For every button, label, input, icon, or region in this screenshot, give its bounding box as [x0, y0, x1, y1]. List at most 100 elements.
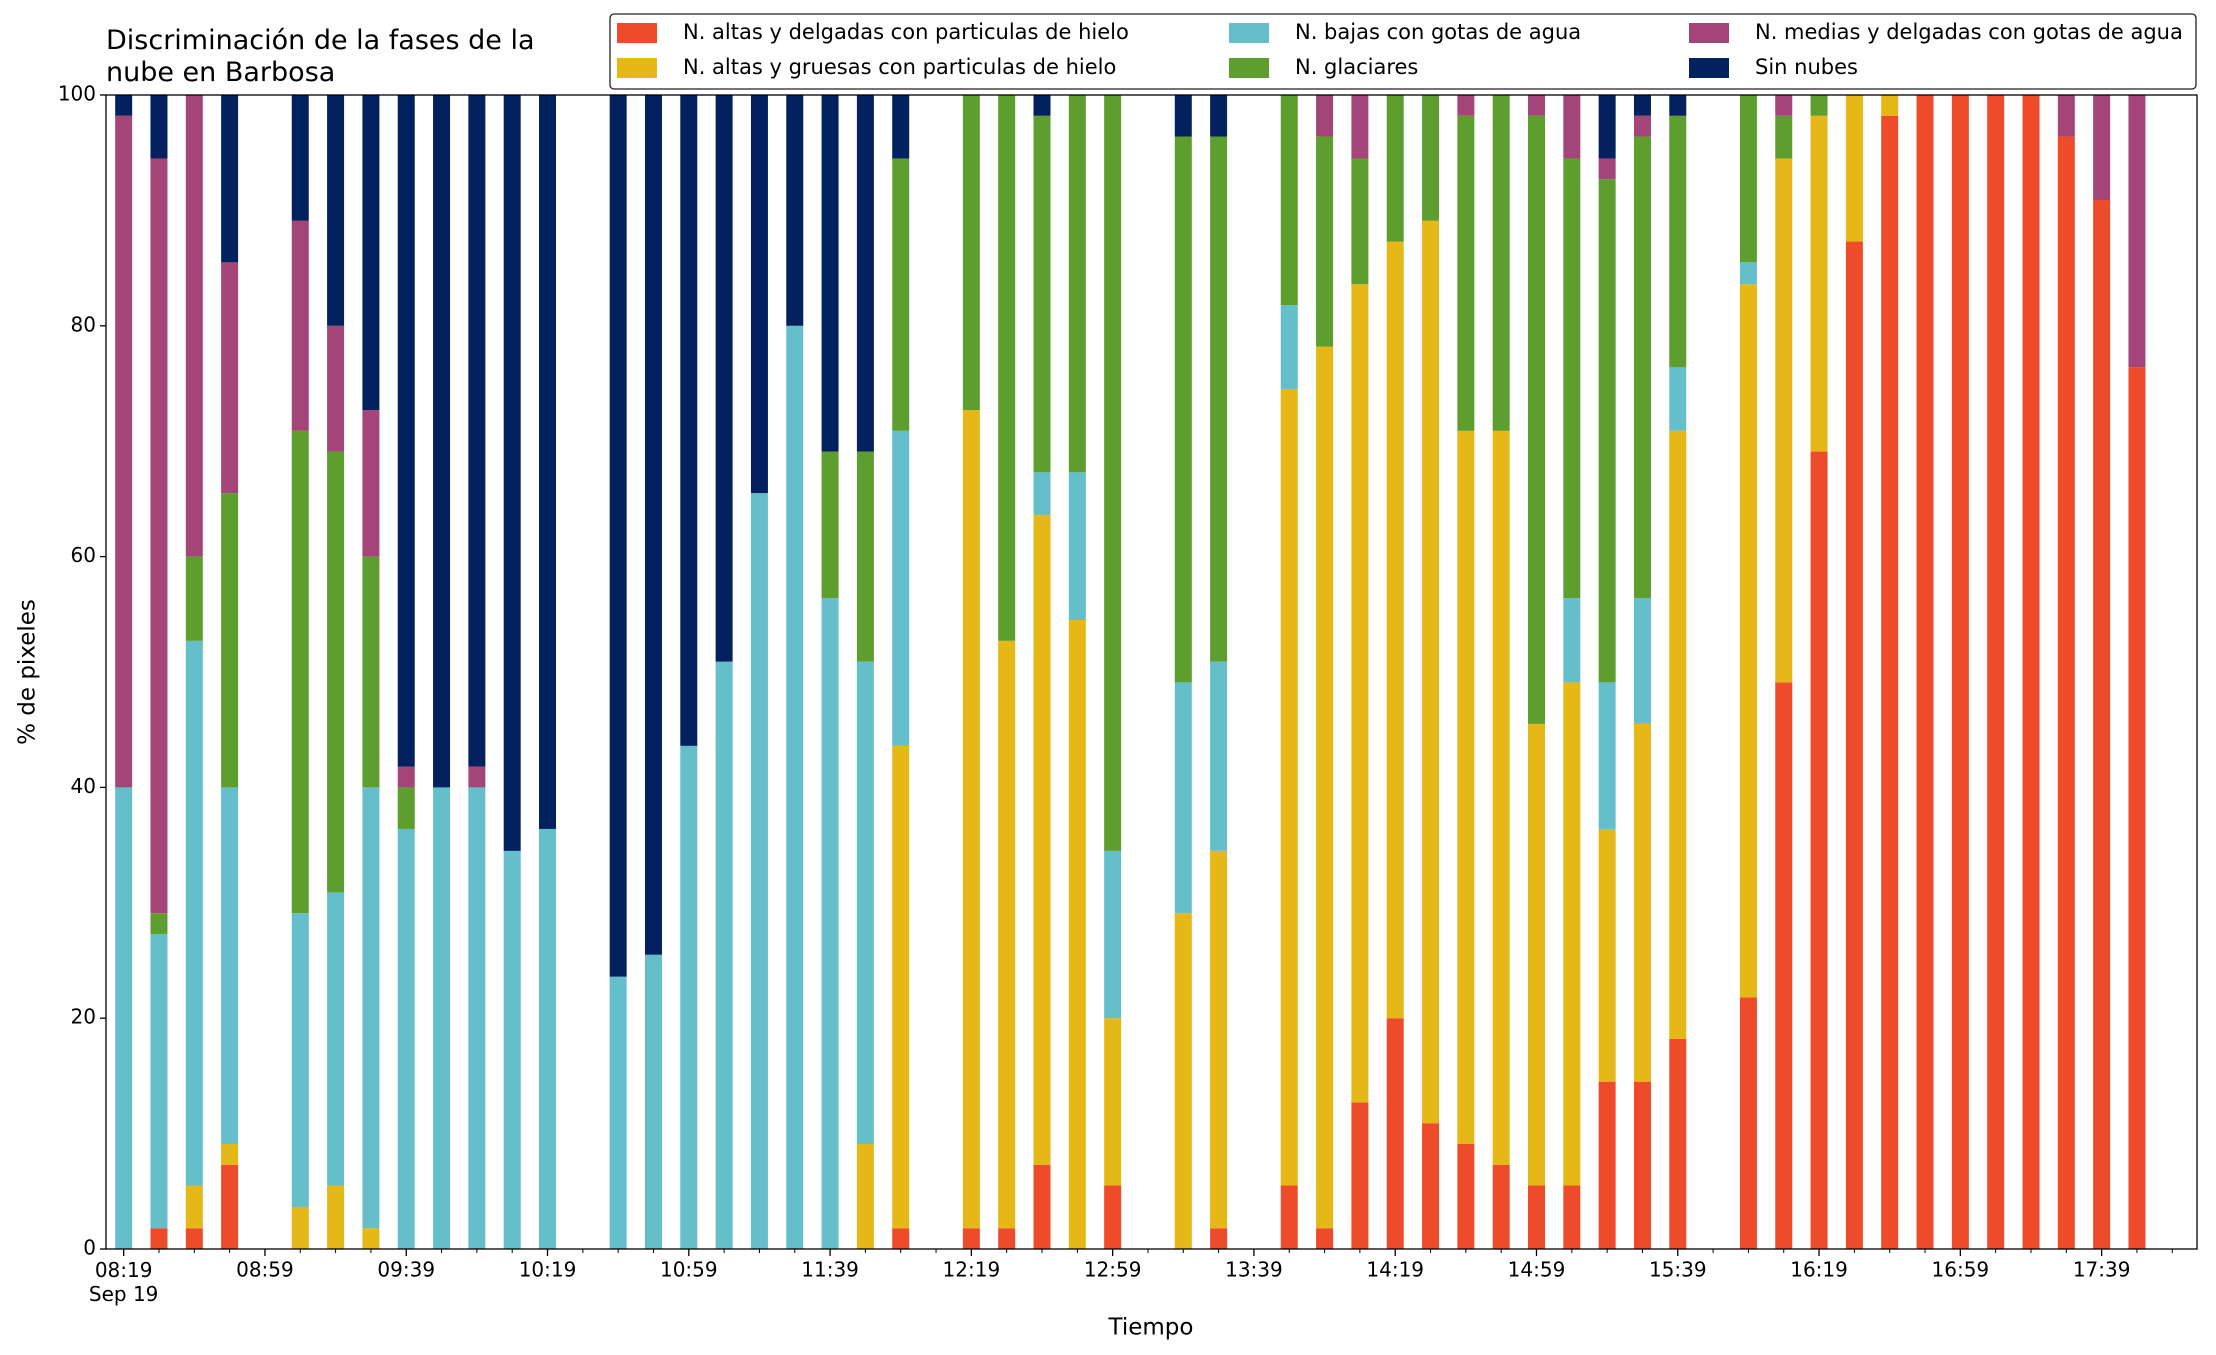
bar-segment: [786, 95, 804, 326]
x-tick-label: 16:59: [1932, 1258, 1990, 1282]
y-tick-label: 100: [58, 82, 96, 106]
bar-segment: [221, 787, 239, 1144]
bar-segment: [1351, 95, 1369, 159]
bar-segment: [1068, 472, 1086, 621]
bar-segment: [1598, 1081, 1616, 1249]
bar-segment: [1987, 95, 2005, 1249]
bar-segment: [1775, 158, 1793, 683]
bar-segment: [115, 115, 133, 788]
bar-segment: [1775, 682, 1793, 1249]
bar-segment: [221, 493, 239, 788]
bar-segment: [1316, 1228, 1334, 1249]
bar-segment: [291, 220, 309, 431]
bar-segment: [856, 1143, 874, 1249]
bar-segment: [150, 95, 168, 159]
bar-segment: [362, 787, 380, 1229]
bar-segment: [185, 1228, 203, 1249]
bar-segment: [1881, 95, 1899, 116]
plot-frame: [105, 94, 2198, 1250]
bar-segment: [1174, 682, 1192, 914]
bar-segment: [185, 640, 203, 1186]
x-tick-label: 08:19 Sep 19: [89, 1258, 159, 1306]
bar-segment: [1280, 305, 1298, 390]
bar-segment: [856, 661, 874, 1144]
bar-segment: [1563, 95, 1581, 159]
bar-segment: [1104, 95, 1122, 851]
bar-segment: [1916, 95, 1934, 1249]
x-tick-label: 17:39: [2073, 1258, 2131, 1282]
chart-title: Discriminación de la fases de la nube en …: [106, 25, 535, 88]
bar-segment: [1210, 136, 1228, 662]
bar-segment: [1633, 723, 1651, 1082]
bar-segment: [715, 661, 733, 1249]
y-axis-label: % de pixeles: [15, 599, 41, 745]
bar-segment: [397, 95, 415, 767]
bar-segment: [1422, 220, 1440, 1124]
bar-segment: [1104, 1018, 1122, 1186]
x-tick-label: 14:59: [1508, 1258, 1566, 1282]
bar-segment: [1739, 95, 1757, 263]
bar-segment: [1633, 115, 1651, 137]
bar-segment: [962, 410, 980, 1229]
bar-segment: [644, 954, 662, 1249]
bar-segment: [1457, 95, 1475, 116]
bar-segment: [2128, 95, 2146, 368]
bar-segment: [680, 745, 698, 1249]
x-tick-label: 12:19: [943, 1258, 1001, 1282]
bar-segment: [609, 95, 627, 977]
bar-segment: [150, 913, 168, 934]
bar-segment: [1669, 95, 1687, 116]
y-tick-label: 80: [71, 312, 96, 336]
bar-segment: [1316, 95, 1334, 137]
bar-segment: [327, 325, 345, 452]
bar-segment: [609, 976, 627, 1249]
bar-segment: [115, 787, 133, 1249]
bar-segment: [397, 766, 415, 788]
legend-swatch: [1229, 58, 1269, 78]
bar-segment: [468, 766, 486, 788]
bar-segment: [291, 95, 309, 221]
bar-segment: [1739, 284, 1757, 998]
bar-segment: [1457, 115, 1475, 431]
bar-segment: [1068, 95, 1086, 473]
bar-segment: [1492, 1164, 1510, 1249]
bar-segment: [1316, 346, 1334, 1229]
bar-segment: [962, 1228, 980, 1249]
bar-segment: [1598, 179, 1616, 683]
bar-segment: [221, 95, 239, 263]
bar-segment: [1527, 115, 1545, 724]
bar-segment: [1527, 1185, 1545, 1249]
bar-segment: [221, 1164, 239, 1249]
bar-segment: [1174, 136, 1192, 683]
legend-label: N. altas y gruesas con particulas de hie…: [683, 55, 1116, 79]
bar-segment: [2022, 95, 2040, 1249]
bar-segment: [1598, 682, 1616, 829]
bar-segment: [468, 95, 486, 767]
bar-segment: [503, 95, 521, 851]
bar-segment: [1739, 262, 1757, 285]
bar-segment: [1280, 389, 1298, 1186]
x-tick-label: 11:39: [801, 1258, 859, 1282]
bar-segment: [786, 325, 804, 1249]
bar-segment: [362, 410, 380, 557]
bar-segment: [397, 787, 415, 829]
x-tick-label: 13:39: [1225, 1258, 1283, 1282]
bar-segment: [1033, 95, 1051, 116]
bar-segment: [998, 95, 1016, 641]
bar-segment: [1810, 95, 1828, 116]
bar-segment: [1633, 95, 1651, 116]
bar-segment: [856, 95, 874, 452]
bar-segment: [644, 95, 662, 955]
legend-swatch: [1229, 23, 1269, 43]
bar-segment: [1033, 115, 1051, 473]
bar-segment: [1174, 95, 1192, 137]
bar-segment: [1739, 997, 1757, 1249]
bar-segment: [2093, 200, 2111, 1249]
bar-segment: [821, 598, 839, 1249]
bar-segment: [2057, 95, 2075, 137]
bar-segment: [998, 1228, 1016, 1249]
legend-label: N. altas y delgadas con particulas de hi…: [683, 20, 1129, 44]
bar-segment: [1033, 515, 1051, 1165]
bar-segment: [1068, 620, 1086, 1249]
bar-segment: [221, 1143, 239, 1165]
